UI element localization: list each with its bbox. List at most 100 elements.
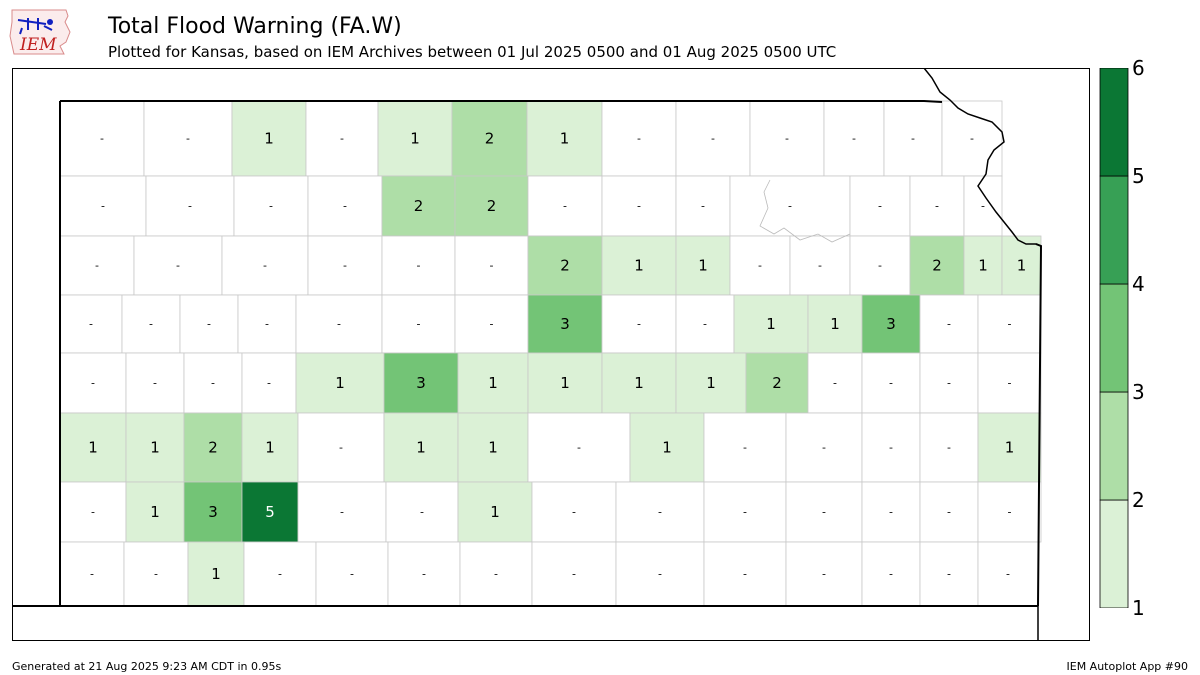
county-cell bbox=[849, 175, 911, 237]
county-count-label: 1 bbox=[264, 130, 274, 148]
county-count-label: - bbox=[207, 318, 211, 331]
county-cell bbox=[297, 481, 387, 543]
county-cell bbox=[963, 175, 1003, 237]
county-cell bbox=[861, 294, 921, 354]
county-count-label: - bbox=[572, 506, 576, 519]
county-count-label: - bbox=[417, 259, 421, 272]
legend-swatch bbox=[1099, 283, 1129, 393]
county-cell bbox=[307, 175, 383, 237]
county-count-label: - bbox=[339, 441, 343, 454]
legend-swatch bbox=[1099, 68, 1129, 177]
county-count-label: 1 bbox=[416, 439, 426, 457]
county-cell bbox=[297, 412, 385, 483]
county-count-label: 1 bbox=[410, 130, 420, 148]
county-count-label: 2 bbox=[487, 197, 497, 215]
county-count-label: - bbox=[420, 506, 424, 519]
county-count-label: - bbox=[176, 259, 180, 272]
county-cell bbox=[457, 412, 529, 483]
county-cell bbox=[459, 541, 533, 607]
county-count-label: - bbox=[711, 132, 715, 145]
county-cell bbox=[977, 481, 1042, 543]
county-cell bbox=[241, 352, 297, 414]
county-count-label: - bbox=[743, 568, 747, 581]
legend-tick-3: 3 bbox=[1132, 380, 1145, 404]
county-count-label: - bbox=[758, 259, 762, 272]
county-count-label: 2 bbox=[485, 130, 495, 148]
county-cell bbox=[861, 352, 921, 414]
county-count-label: - bbox=[785, 132, 789, 145]
county-count-label: 1 bbox=[488, 374, 498, 392]
county-count-label: - bbox=[572, 568, 576, 581]
county-cell bbox=[703, 541, 787, 607]
county-count-label: - bbox=[852, 132, 856, 145]
iem-logo: IEM bbox=[8, 6, 72, 58]
county-count-label: 1 bbox=[634, 374, 644, 392]
county-count-label: 5 bbox=[265, 503, 275, 521]
county-count-label: - bbox=[563, 200, 567, 213]
county-cell bbox=[601, 175, 677, 237]
legend-tick-2: 2 bbox=[1132, 488, 1145, 512]
county-count-label: 1 bbox=[1005, 439, 1015, 457]
county-count-label: - bbox=[340, 506, 344, 519]
county-count-label: - bbox=[818, 259, 822, 272]
county-cell bbox=[237, 294, 297, 354]
county-count-label: - bbox=[911, 132, 915, 145]
county-count-label: - bbox=[337, 318, 341, 331]
county-count-label: - bbox=[947, 506, 951, 519]
county-count-label: - bbox=[91, 377, 95, 390]
county-count-label: 1 bbox=[830, 315, 840, 333]
county-count-label: 1 bbox=[1017, 257, 1027, 275]
county-cell bbox=[615, 481, 705, 543]
county-count-label: - bbox=[1008, 377, 1012, 390]
county-cell bbox=[1001, 235, 1042, 296]
county-count-label: - bbox=[278, 568, 282, 581]
county-count-label: - bbox=[269, 200, 273, 213]
county-count-label: 1 bbox=[978, 257, 988, 275]
legend-tick-1: 1 bbox=[1132, 596, 1145, 620]
county-count-label: 1 bbox=[634, 257, 644, 275]
county-cell bbox=[941, 100, 1003, 177]
county-cell bbox=[59, 175, 147, 237]
county-cell bbox=[381, 294, 456, 354]
county-count-label: - bbox=[935, 200, 939, 213]
county-count-label: - bbox=[878, 200, 882, 213]
county-count-label: 1 bbox=[560, 374, 570, 392]
county-cell bbox=[231, 100, 307, 177]
county-cell bbox=[703, 481, 787, 543]
county-cell bbox=[675, 175, 731, 237]
county-cell bbox=[601, 235, 677, 296]
county-count-label: - bbox=[981, 200, 985, 213]
county-count-label: - bbox=[1008, 506, 1012, 519]
county-count-label: - bbox=[889, 568, 893, 581]
county-cell bbox=[59, 100, 145, 177]
county-count-label: - bbox=[889, 506, 893, 519]
county-count-label: - bbox=[822, 441, 826, 454]
county-cell bbox=[187, 541, 245, 607]
county-cell bbox=[629, 412, 705, 483]
kansas-map: - - 1 - 1 2 1 - - - - - - - - - - 2 2 - - - - - - - - - - - - - 2 1 1 - - - 2 1… bbox=[12, 68, 1090, 641]
county-cell bbox=[785, 541, 863, 607]
county-count-label: - bbox=[265, 318, 269, 331]
county-count-label: - bbox=[186, 132, 190, 145]
county-cell bbox=[919, 481, 979, 543]
county-cell bbox=[527, 175, 603, 237]
county-count-label: 1 bbox=[560, 130, 570, 148]
county-count-label: - bbox=[970, 132, 974, 145]
county-count-label: - bbox=[658, 506, 662, 519]
county-count-label: - bbox=[947, 441, 951, 454]
county-count-label: - bbox=[422, 568, 426, 581]
county-cell bbox=[125, 481, 185, 543]
county-cell bbox=[179, 294, 239, 354]
county-count-label: - bbox=[91, 506, 95, 519]
county-cell bbox=[145, 175, 235, 237]
county-cell bbox=[385, 481, 459, 543]
county-layer: - - 1 - 1 2 1 - - - - - - - - - - 2 2 - - - - - - - - - - - - - 2 1 1 - - - 2 1… bbox=[59, 100, 1042, 607]
county-cell bbox=[785, 412, 863, 483]
county-cell bbox=[454, 294, 529, 354]
county-count-label: - bbox=[100, 132, 104, 145]
county-count-label: - bbox=[494, 568, 498, 581]
county-count-label: - bbox=[188, 200, 192, 213]
county-count-label: - bbox=[1008, 318, 1012, 331]
county-cell bbox=[59, 294, 123, 354]
county-cell bbox=[241, 412, 299, 483]
